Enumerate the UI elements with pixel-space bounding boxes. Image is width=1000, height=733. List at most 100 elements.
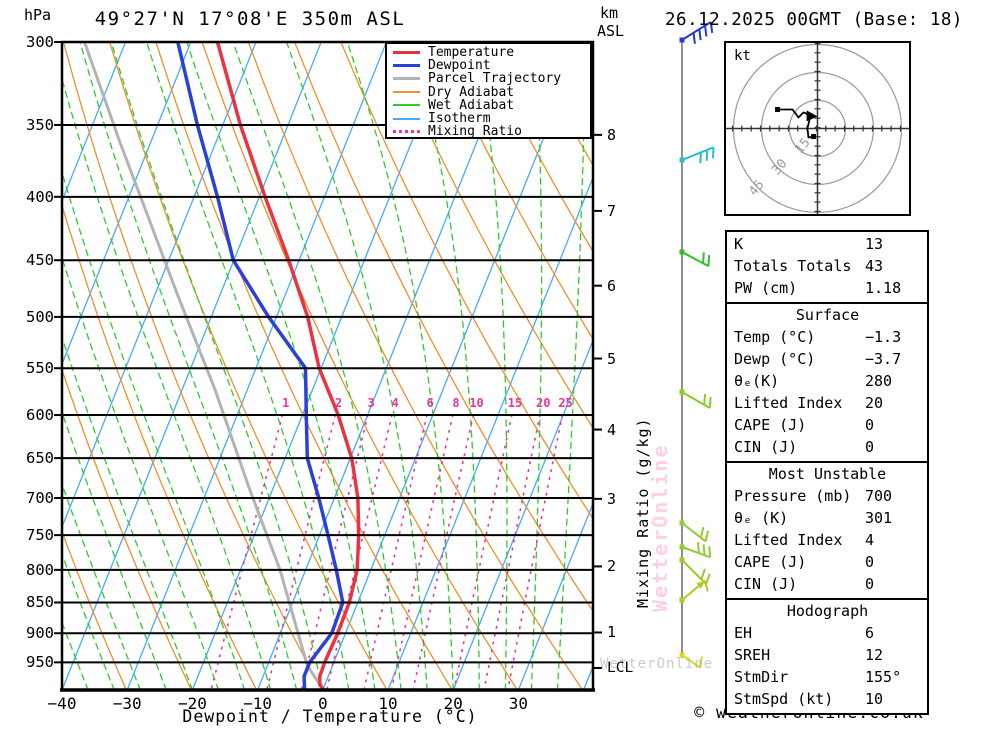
stat-row: Lifted Index 20 [734, 392, 921, 414]
legend-label: Mixing Ratio [428, 124, 522, 140]
temp-tick-label: −20 [177, 694, 207, 713]
stat-row: CIN (J) 0 [734, 436, 921, 458]
wet-adiabat-line [62, 482, 141, 690]
mixing-ratio-value-label: 6 [426, 396, 434, 410]
temp-tick-label: 10 [378, 694, 398, 713]
watermark-text-2: WetterOnline [600, 656, 714, 672]
stats-section-title: Surface [795, 306, 860, 324]
wet-adiabat-line [475, 42, 508, 690]
wet-adiabat-line [62, 76, 272, 690]
stat-label: CAPE (J) [734, 553, 807, 571]
pressure-tick-label: 300 [26, 33, 54, 51]
wet-adiabat-line [232, 42, 402, 690]
stat-value: −3.7 [865, 350, 902, 368]
stat-label: SREH [734, 646, 771, 664]
km-tick-label: 6 [607, 276, 617, 295]
wet-adiabat-line [79, 42, 298, 690]
dewpoint-swatch [393, 64, 420, 68]
wet-adiabat-line [62, 552, 115, 690]
pressure-tick-label: 550 [26, 359, 54, 378]
parcel-trajectory-curve [83, 42, 324, 689]
km-tick-label: 2 [607, 557, 617, 576]
mixing-ratio-swatch [393, 130, 420, 134]
stat-row: StmSpd (kt) 10 [734, 688, 921, 710]
dry-adiabat-swatch [393, 91, 420, 94]
mixing-ratio-line [506, 414, 564, 690]
stat-value: 0 [865, 553, 875, 571]
hodograph-ring-label: 30 [769, 156, 791, 178]
lcl-label: LCL [607, 660, 634, 676]
stat-label: Lifted Index [734, 394, 843, 412]
stat-label: Temp (°C) [734, 328, 816, 346]
parcel-trajectory-swatch [393, 77, 420, 81]
hodograph-ring-label: 15 [792, 135, 814, 157]
pressure-tick-label: 900 [26, 624, 54, 643]
stat-label: CAPE (J) [734, 416, 807, 434]
km-tick-label: 8 [607, 125, 617, 144]
stats-panel: K 13 Totals Totals 43 PW (cm) 1.18 Surface Temp… [725, 230, 929, 715]
stat-row: SREH 12 [734, 644, 921, 666]
wet-adiabat-line [110, 42, 324, 690]
pressure-tick-label: 750 [26, 526, 54, 545]
x-axis-label: Dewpoint / Temperature (°C) [182, 707, 478, 726]
wet-adiabat-line [186, 42, 376, 690]
wind-barb [679, 557, 711, 585]
km-tick-label: 7 [607, 201, 617, 220]
wind-barb [679, 579, 709, 603]
wet-adiabat-line [62, 335, 194, 690]
legend-label: Dry Adiabat [428, 84, 515, 100]
temp-tick-label: 30 [508, 694, 529, 713]
legend-item-mixing-ratio: Mixing Ratio [393, 125, 590, 138]
isotherm-swatch [393, 117, 420, 120]
wind-barb [679, 249, 711, 267]
isotherm-line [387, 175, 593, 690]
pressure-tick-label: 400 [26, 187, 54, 206]
mixing-ratio-line [363, 414, 428, 690]
legend: Temperature Dewpoint Parcel Trajectory Dry … [385, 42, 592, 139]
pressure-tick-label: 650 [26, 449, 54, 468]
stat-row: CAPE (J) 0 [734, 551, 921, 573]
dry-adiabat-line [479, 42, 593, 253]
legend-item-parcel-trajectory: Parcel Trajectory [393, 72, 590, 85]
wet-adiabat-line [556, 42, 586, 690]
wind-barb [679, 520, 710, 543]
pressure-unit-label: hPa [24, 6, 52, 24]
stats-section-most-unstable: Most Unstable Pressure (mb) 700 θₑ (K) 301 Li… [725, 461, 929, 600]
km-tick-label: 1 [607, 623, 617, 642]
mixing-ratio-axis-label: Mixing Ratio (g/kg) [634, 417, 652, 608]
mixing-ratio-line [390, 414, 454, 690]
stat-row: CIN (J) 0 [734, 573, 921, 595]
dewpoint-curve [176, 42, 345, 690]
wet-adiabat-line [145, 42, 350, 690]
mixing-ratio-value-label: 25 [558, 396, 573, 410]
stats-section: K 13 Totals Totals 43 PW (cm) 1.18 [725, 230, 929, 304]
wind-barb [679, 542, 712, 559]
wind-barb [679, 652, 703, 669]
stat-label: StmSpd (kt) [734, 690, 834, 708]
legend-label: Wet Adiabat [428, 97, 515, 113]
stat-value: 0 [865, 575, 875, 593]
plot-frame [60, 40, 595, 692]
mixing-ratio-value-label: 8 [452, 396, 460, 410]
stat-label: PW (cm) [734, 279, 798, 297]
km-tick-label: 3 [607, 489, 617, 508]
stat-row: Pressure (mb) 700 [734, 485, 921, 507]
isotherm-line [452, 338, 593, 690]
stat-value: 155° [865, 668, 902, 686]
wet-adiabat-line [411, 42, 480, 690]
stat-label: Dewp (°C) [734, 350, 816, 368]
station-title: 49°27'N 17°08'E 350m ASL [94, 8, 406, 30]
isotherm-line [322, 42, 583, 690]
pressure-tick-label: 950 [26, 653, 54, 672]
legend-item-dry-adiabat: Dry Adiabat [393, 86, 590, 99]
stat-value: 301 [865, 509, 893, 527]
mixing-ratio-value-label: 4 [391, 396, 399, 410]
legend-label: Isotherm [428, 111, 491, 127]
stat-label: CIN (J) [734, 438, 798, 456]
km-tick-label: 5 [607, 349, 617, 368]
mixing-ratio-value-label: 3 [367, 396, 375, 410]
stat-value: 20 [865, 394, 884, 412]
stat-label: Pressure (mb) [734, 487, 852, 505]
hodograph-ring-label: 45 [746, 177, 768, 199]
